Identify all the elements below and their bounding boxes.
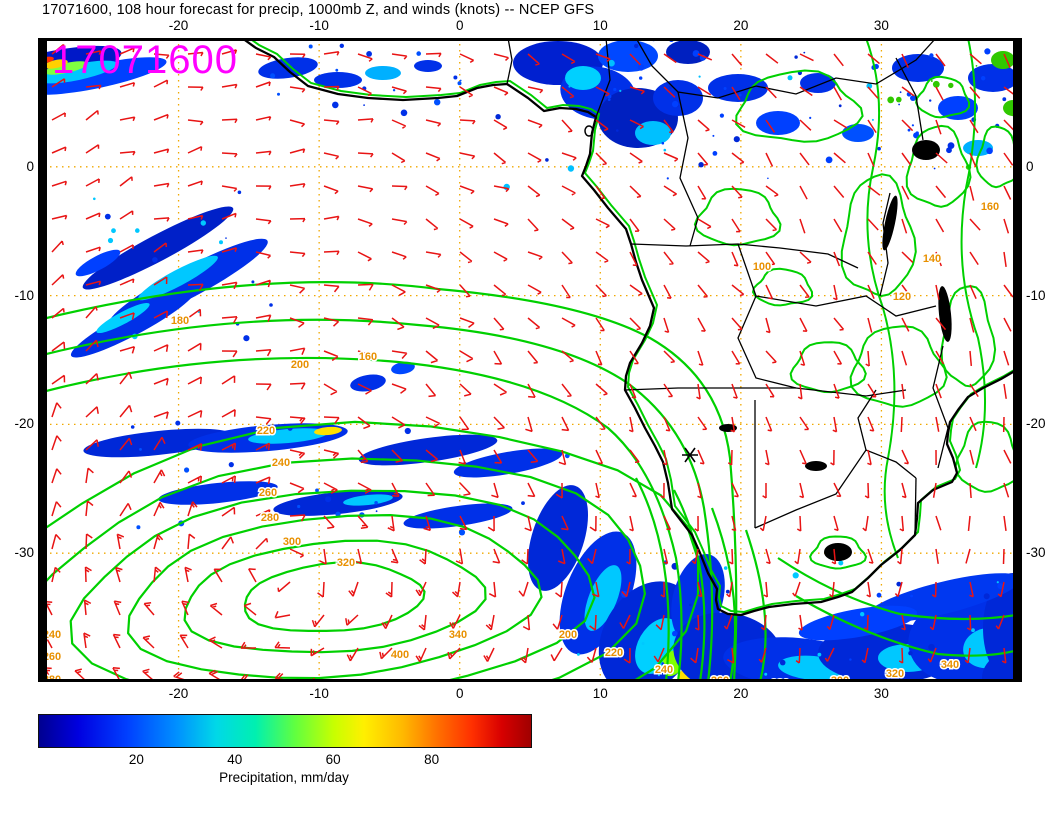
lat-tick-left: -20 — [14, 416, 34, 432]
colorbar-label: Precipitation, mm/day — [219, 770, 349, 785]
lat-tick-right: -20 — [1026, 416, 1046, 432]
map-plot-area: 160 180 200 220 240 260 280 300 320 340 400 240 260 2… — [38, 38, 1022, 682]
timestamp-overlay: 17071600 — [52, 38, 238, 82]
colorbar-tick: 60 — [325, 752, 341, 767]
contour-label: 180 — [171, 315, 189, 327]
contour-label: 320 — [886, 668, 904, 680]
lake — [938, 286, 952, 342]
map-svg: 160 180 200 220 240 260 280 300 320 340 400 240 260 2… — [38, 38, 1022, 682]
lake — [719, 424, 737, 432]
country-border — [677, 91, 699, 247]
country-border — [754, 449, 917, 529]
contour-label: 300 — [831, 675, 849, 682]
lon-tick-top: -20 — [168, 18, 189, 33]
contour-label: 160 — [981, 201, 999, 213]
lat-tick-left: 0 — [26, 158, 34, 174]
coastline-and-borders — [241, 38, 1022, 617]
contour-label: 220 — [605, 647, 623, 659]
wind-barb-field — [44, 43, 1017, 682]
colorbar-tick: 80 — [424, 752, 440, 767]
contour-label: 140 — [923, 253, 941, 265]
country-border — [624, 387, 796, 391]
country-border — [914, 477, 917, 536]
lon-tick-bottom: -10 — [309, 686, 329, 701]
contour-label: 120 — [893, 291, 911, 303]
country-border — [506, 38, 513, 85]
country-border — [857, 389, 877, 451]
precipitation-layer — [38, 38, 1022, 682]
lon-tick-top: 0 — [455, 18, 464, 33]
height-contours — [38, 38, 1022, 682]
country-border — [635, 38, 937, 99]
lon-tick-bottom: -20 — [168, 686, 189, 701]
contour-label: 160 — [359, 351, 377, 363]
gridlines — [38, 38, 1022, 682]
contour-label: 280 — [43, 674, 61, 682]
country-border — [755, 295, 937, 317]
contour-label: 260 — [711, 675, 729, 682]
lat-tick-left: -10 — [14, 287, 34, 303]
contour-label: 400 — [391, 649, 409, 661]
contour-label: 260 — [259, 487, 277, 499]
lat-tick-right: 0 — [1026, 158, 1034, 174]
contour-label: 100 — [753, 261, 771, 273]
contour-label: 200 — [559, 629, 577, 641]
country-border — [932, 345, 949, 469]
lake — [805, 461, 827, 471]
lon-tick-bottom: 10 — [592, 686, 608, 701]
colorbar: Precipitation, mm/day 20 40 60 80 — [38, 714, 532, 802]
contour-label: 200 — [291, 359, 309, 371]
country-border — [895, 57, 924, 141]
colorbar-tick: 20 — [128, 752, 144, 767]
lat-tick-right: -10 — [1026, 287, 1046, 303]
colorbar-tick: 40 — [227, 752, 243, 767]
contour-label: 340 — [941, 659, 959, 671]
colorbar-gradient — [38, 714, 532, 748]
lon-tick-bottom: 30 — [873, 686, 889, 701]
country-border — [737, 243, 797, 389]
contour-label: 280 — [261, 512, 279, 524]
lon-tick-bottom: 20 — [733, 686, 749, 701]
map-frame — [38, 38, 1022, 682]
contour-label: 300 — [283, 536, 301, 548]
contour-label: 340 — [449, 629, 467, 641]
lat-tick-left: -30 — [14, 545, 34, 561]
wind-barbs — [44, 43, 1017, 682]
contour-label: 240 — [655, 664, 673, 676]
lake — [912, 140, 940, 160]
lon-tick-top: 30 — [873, 18, 889, 33]
africa-coastline — [241, 38, 1022, 617]
lon-tick-top: 20 — [733, 18, 749, 33]
contour-label: 240 — [272, 457, 290, 469]
lon-tick-top: 10 — [592, 18, 608, 33]
island — [584, 125, 594, 137]
lake — [824, 543, 852, 561]
contour-label: 220 — [257, 425, 275, 437]
country-border — [795, 387, 907, 397]
lat-tick-right: -30 — [1026, 545, 1046, 561]
country-border — [630, 243, 859, 269]
contour-label: 320 — [337, 557, 355, 569]
lon-tick-top: -10 — [309, 18, 329, 33]
contour-labels: 160 180 200 220 240 260 280 300 320 340 400 240 260 2… — [41, 200, 1000, 683]
lon-tick-bottom: 0 — [455, 686, 464, 701]
station-marker — [682, 447, 698, 463]
lake — [882, 195, 898, 251]
country-border — [595, 38, 611, 118]
figure-title: 17071600, 108 hour forecast for precip, … — [42, 2, 595, 18]
